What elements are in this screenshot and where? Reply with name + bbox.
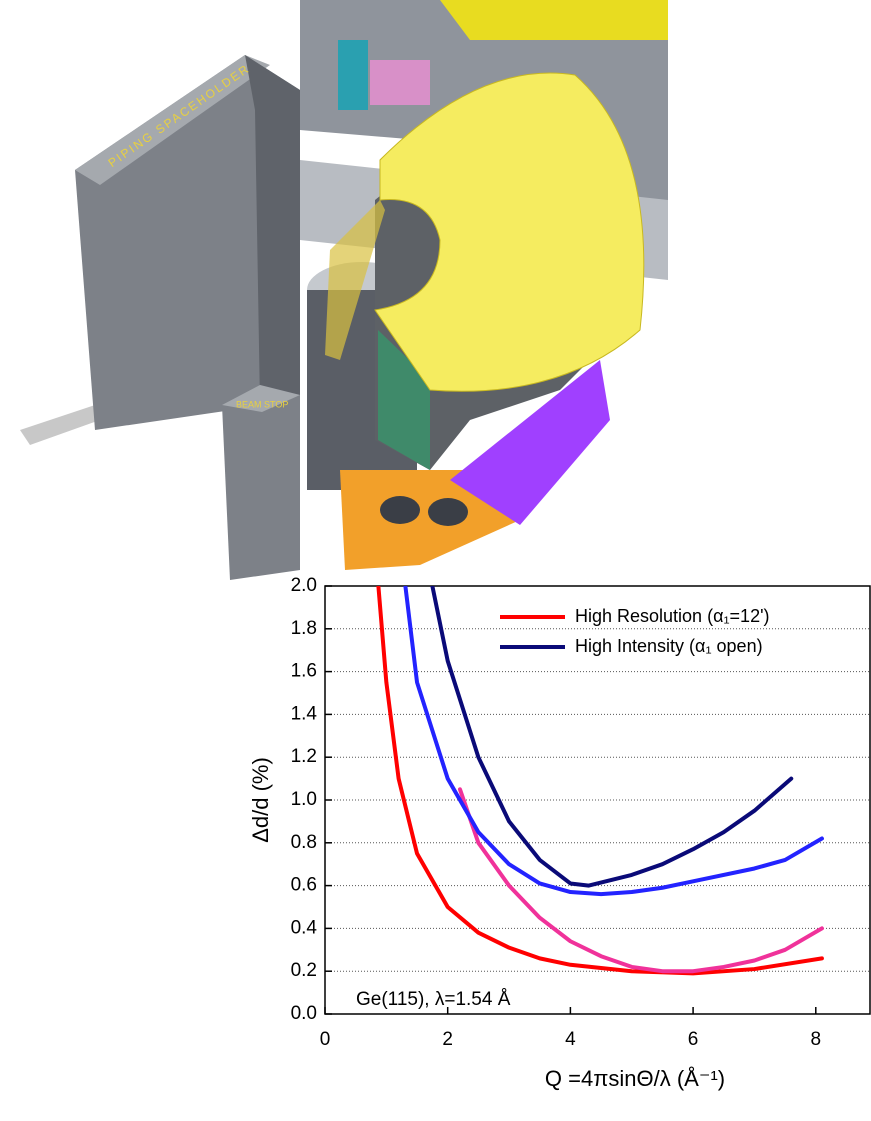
x-tick-label: 6 — [688, 1029, 699, 1050]
y-tick-label: 1.8 — [291, 618, 317, 639]
y-tick-label: 2.0 — [291, 575, 317, 596]
x-axis-label: Q =4πsinΘ/λ (Å⁻¹) — [545, 1066, 725, 1091]
figure-label: BEAM STOP — [236, 399, 288, 409]
chart: 0.0 0.2 0.4 0.6 0.8 1.0 1.2 1.4 1.6 1.8 2.0 0 2 4 6 8 Q … — [248, 575, 871, 1091]
x-tick-label: 8 — [810, 1029, 821, 1050]
series-line — [457, 787, 824, 974]
y-tick-label: 1.6 — [291, 661, 317, 682]
y-axis-label: Δd/d (%) — [248, 757, 273, 843]
legend-label: High Intensity (α₁ open) — [575, 636, 763, 656]
y-tick-label: 0.2 — [291, 960, 317, 981]
y-tick-label: 1.4 — [291, 703, 318, 724]
series-line — [430, 586, 794, 888]
x-tick-label: 2 — [442, 1029, 453, 1050]
x-tick-label: 0 — [320, 1029, 331, 1050]
x-tick-label: 4 — [565, 1029, 576, 1050]
y-tick-label: 1.0 — [291, 789, 317, 810]
series-line — [403, 586, 824, 897]
instrument-rendering: PIPING SPACEHOLDER BEAM STOP — [20, 0, 668, 580]
legend-label: High Resolution (α₁=12') — [575, 606, 770, 626]
y-tick-label: 0.4 — [291, 917, 318, 938]
y-tick-label: 1.2 — [291, 746, 317, 767]
y-tick-label: 0.0 — [291, 1003, 317, 1024]
series-line — [376, 586, 824, 976]
y-tick-label: 0.8 — [291, 832, 317, 853]
annotation: Ge(115), λ=1.54 Å — [356, 989, 511, 1010]
plot-area — [376, 586, 824, 976]
plot-frame — [324, 585, 871, 1015]
y-tick-label: 0.6 — [291, 875, 317, 896]
